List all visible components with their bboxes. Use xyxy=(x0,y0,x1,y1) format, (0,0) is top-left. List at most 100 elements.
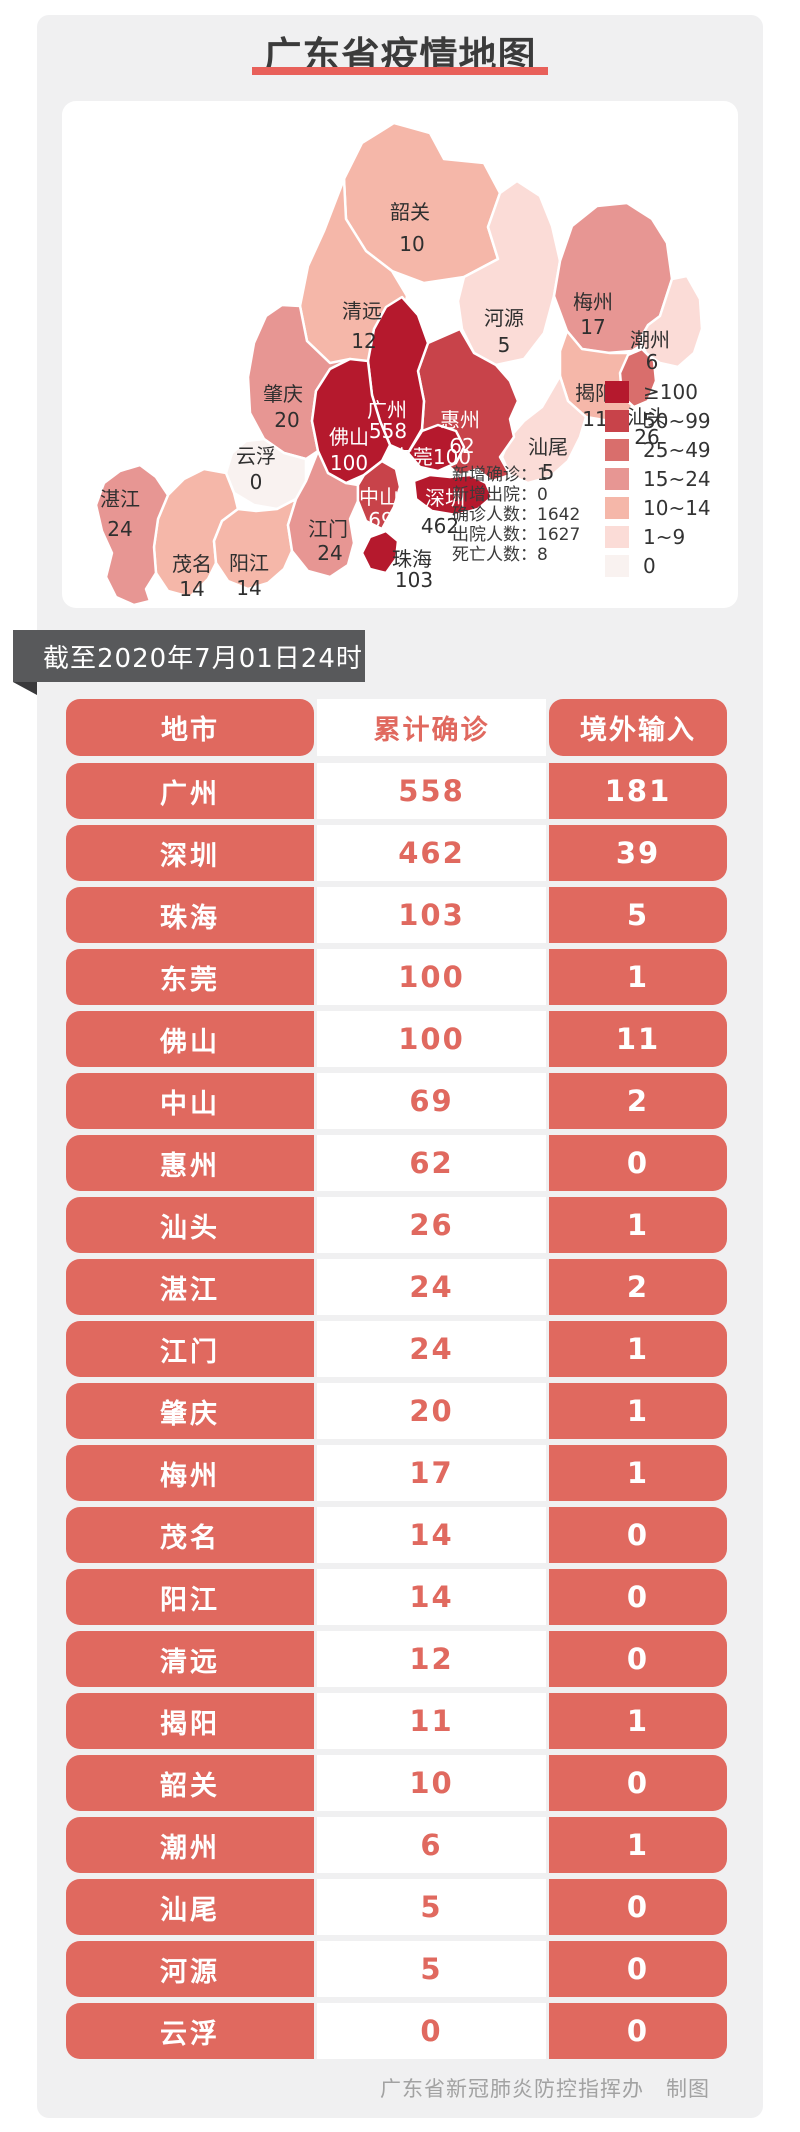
map-city-label-huizhou: 惠州 xyxy=(440,408,480,432)
row-confirmed: 62 xyxy=(317,1135,546,1191)
row-imported-text: 1 xyxy=(626,1394,650,1428)
row-city-text: 云浮 xyxy=(160,2018,220,2050)
row-city-text: 韶关 xyxy=(160,1770,220,1802)
row-imported-text: 1 xyxy=(626,1704,650,1738)
map-city-label-zhaoqing: 肇庆 xyxy=(263,382,303,406)
row-imported-text: 181 xyxy=(604,774,672,808)
row-confirmed-text: 62 xyxy=(409,1146,454,1180)
legend-item: 25~49 xyxy=(605,438,711,462)
row-confirmed-text: 26 xyxy=(409,1208,454,1242)
row-confirmed: 100 xyxy=(317,1011,546,1067)
row-city: 云浮 xyxy=(66,2003,314,2059)
legend-swatch-icon xyxy=(605,555,629,577)
map-city-label-zhongshan: 中山 xyxy=(359,485,399,509)
legend-label: 1~9 xyxy=(643,525,686,549)
map-city-label-shenzhen: 深圳 xyxy=(425,486,465,510)
row-confirmed: 100 xyxy=(317,949,546,1005)
legend-item: 0 xyxy=(605,554,711,578)
row-imported: 1 xyxy=(549,1383,727,1439)
row-imported: 1 xyxy=(549,1321,727,1377)
legend-label: 50~99 xyxy=(643,409,711,433)
map-city-value-shanwei: 5 xyxy=(542,460,555,484)
row-confirmed-text: 14 xyxy=(409,1580,454,1614)
row-city-text: 揭阳 xyxy=(160,1708,220,1740)
row-city: 深圳 xyxy=(66,825,314,881)
row-city-text: 潮州 xyxy=(160,1832,220,1864)
row-imported-text: 11 xyxy=(615,1022,661,1056)
map-city-value-zhongshan: 69 xyxy=(368,508,393,532)
table-row: 中山 69 2 xyxy=(66,1073,727,1129)
table-row: 广州 558 181 xyxy=(66,763,727,819)
row-confirmed-text: 14 xyxy=(409,1518,454,1552)
row-confirmed-text: 100 xyxy=(398,960,465,994)
row-imported: 1 xyxy=(549,1817,727,1873)
row-confirmed-text: 24 xyxy=(409,1332,454,1366)
legend-label: 10~14 xyxy=(643,496,711,520)
legend-item: 50~99 xyxy=(605,409,711,433)
header-imported: 境外输入 xyxy=(549,699,727,756)
map-stat-line: 新增出院：0 xyxy=(452,485,548,505)
row-confirmed-text: 103 xyxy=(398,898,465,932)
row-confirmed-text: 20 xyxy=(409,1394,454,1428)
map-city-label-yunfu: 云浮 xyxy=(236,444,276,468)
row-confirmed-text: 10 xyxy=(409,1766,454,1800)
map-city-value-zhaoqing: 20 xyxy=(274,408,299,432)
row-city-text: 江门 xyxy=(160,1336,220,1368)
header-confirmed: 累计确诊 xyxy=(317,699,546,756)
legend-swatch-icon xyxy=(605,497,629,519)
table-row: 湛江 24 2 xyxy=(66,1259,727,1315)
legend-swatch-icon xyxy=(605,381,629,403)
map-city-value-jiangmen: 24 xyxy=(317,541,342,565)
row-confirmed-text: 462 xyxy=(398,836,465,870)
legend-label: 25~49 xyxy=(643,438,711,462)
row-confirmed-text: 17 xyxy=(409,1456,454,1490)
map-city-value-zhanjiang: 24 xyxy=(107,517,132,541)
map-city-label-zhuhai: 珠海 xyxy=(392,547,432,571)
legend-item: 1~9 xyxy=(605,525,711,549)
row-imported-text: 2 xyxy=(626,1084,650,1118)
map-city-value-jieyang: 11 xyxy=(582,407,607,431)
table-header-row: 地市 累计确诊 境外输入 xyxy=(66,699,727,756)
date-banner-fold-icon xyxy=(13,682,37,695)
row-confirmed-text: 24 xyxy=(409,1270,454,1304)
row-imported-text: 0 xyxy=(626,1580,650,1614)
map-city-value-huizhou: 62 xyxy=(449,434,474,458)
row-imported-text: 1 xyxy=(626,1208,650,1242)
row-imported: 0 xyxy=(549,1941,727,1997)
row-confirmed: 20 xyxy=(317,1383,546,1439)
row-city: 潮州 xyxy=(66,1817,314,1873)
row-imported-text: 5 xyxy=(626,898,650,932)
map-city-value-zhuhai: 103 xyxy=(395,568,433,592)
row-imported-text: 1 xyxy=(626,1332,650,1366)
row-confirmed: 462 xyxy=(317,825,546,881)
row-city-text: 阳江 xyxy=(160,1584,220,1616)
row-city: 茂名 xyxy=(66,1507,314,1563)
map-stats: 新增确诊：1 新增出院：0 确诊人数：1642 出院人数：1627 死亡人数：8 xyxy=(452,465,580,565)
row-city: 江门 xyxy=(66,1321,314,1377)
date-banner: 截至2020年7月01日24时 xyxy=(13,630,365,682)
map-city-value-maoming: 14 xyxy=(179,577,204,601)
row-imported-text: 39 xyxy=(615,836,661,870)
row-confirmed-text: 558 xyxy=(398,774,465,808)
row-confirmed-text: 11 xyxy=(409,1704,454,1738)
table-row: 河源 5 0 xyxy=(66,1941,727,1997)
map-region-zhanjiang xyxy=(94,463,170,607)
row-confirmed: 103 xyxy=(317,887,546,943)
map-city-label-heyuan: 河源 xyxy=(484,306,524,330)
map-city-value-meizhou: 17 xyxy=(580,315,605,339)
row-city-text: 茂名 xyxy=(160,1522,220,1554)
row-imported: 5 xyxy=(549,887,727,943)
row-confirmed: 24 xyxy=(317,1321,546,1377)
row-city-text: 中山 xyxy=(160,1088,220,1120)
table-row: 茂名 14 0 xyxy=(66,1507,727,1563)
row-confirmed-text: 6 xyxy=(420,1828,443,1862)
row-imported: 1 xyxy=(549,1197,727,1253)
row-imported: 0 xyxy=(549,1879,727,1935)
row-city-text: 湛江 xyxy=(160,1274,220,1306)
row-city-text: 河源 xyxy=(160,1956,220,1988)
row-city: 惠州 xyxy=(66,1135,314,1191)
row-imported: 0 xyxy=(549,1631,727,1687)
map-region-jiangmen xyxy=(286,449,360,579)
table-row: 汕尾 5 0 xyxy=(66,1879,727,1935)
